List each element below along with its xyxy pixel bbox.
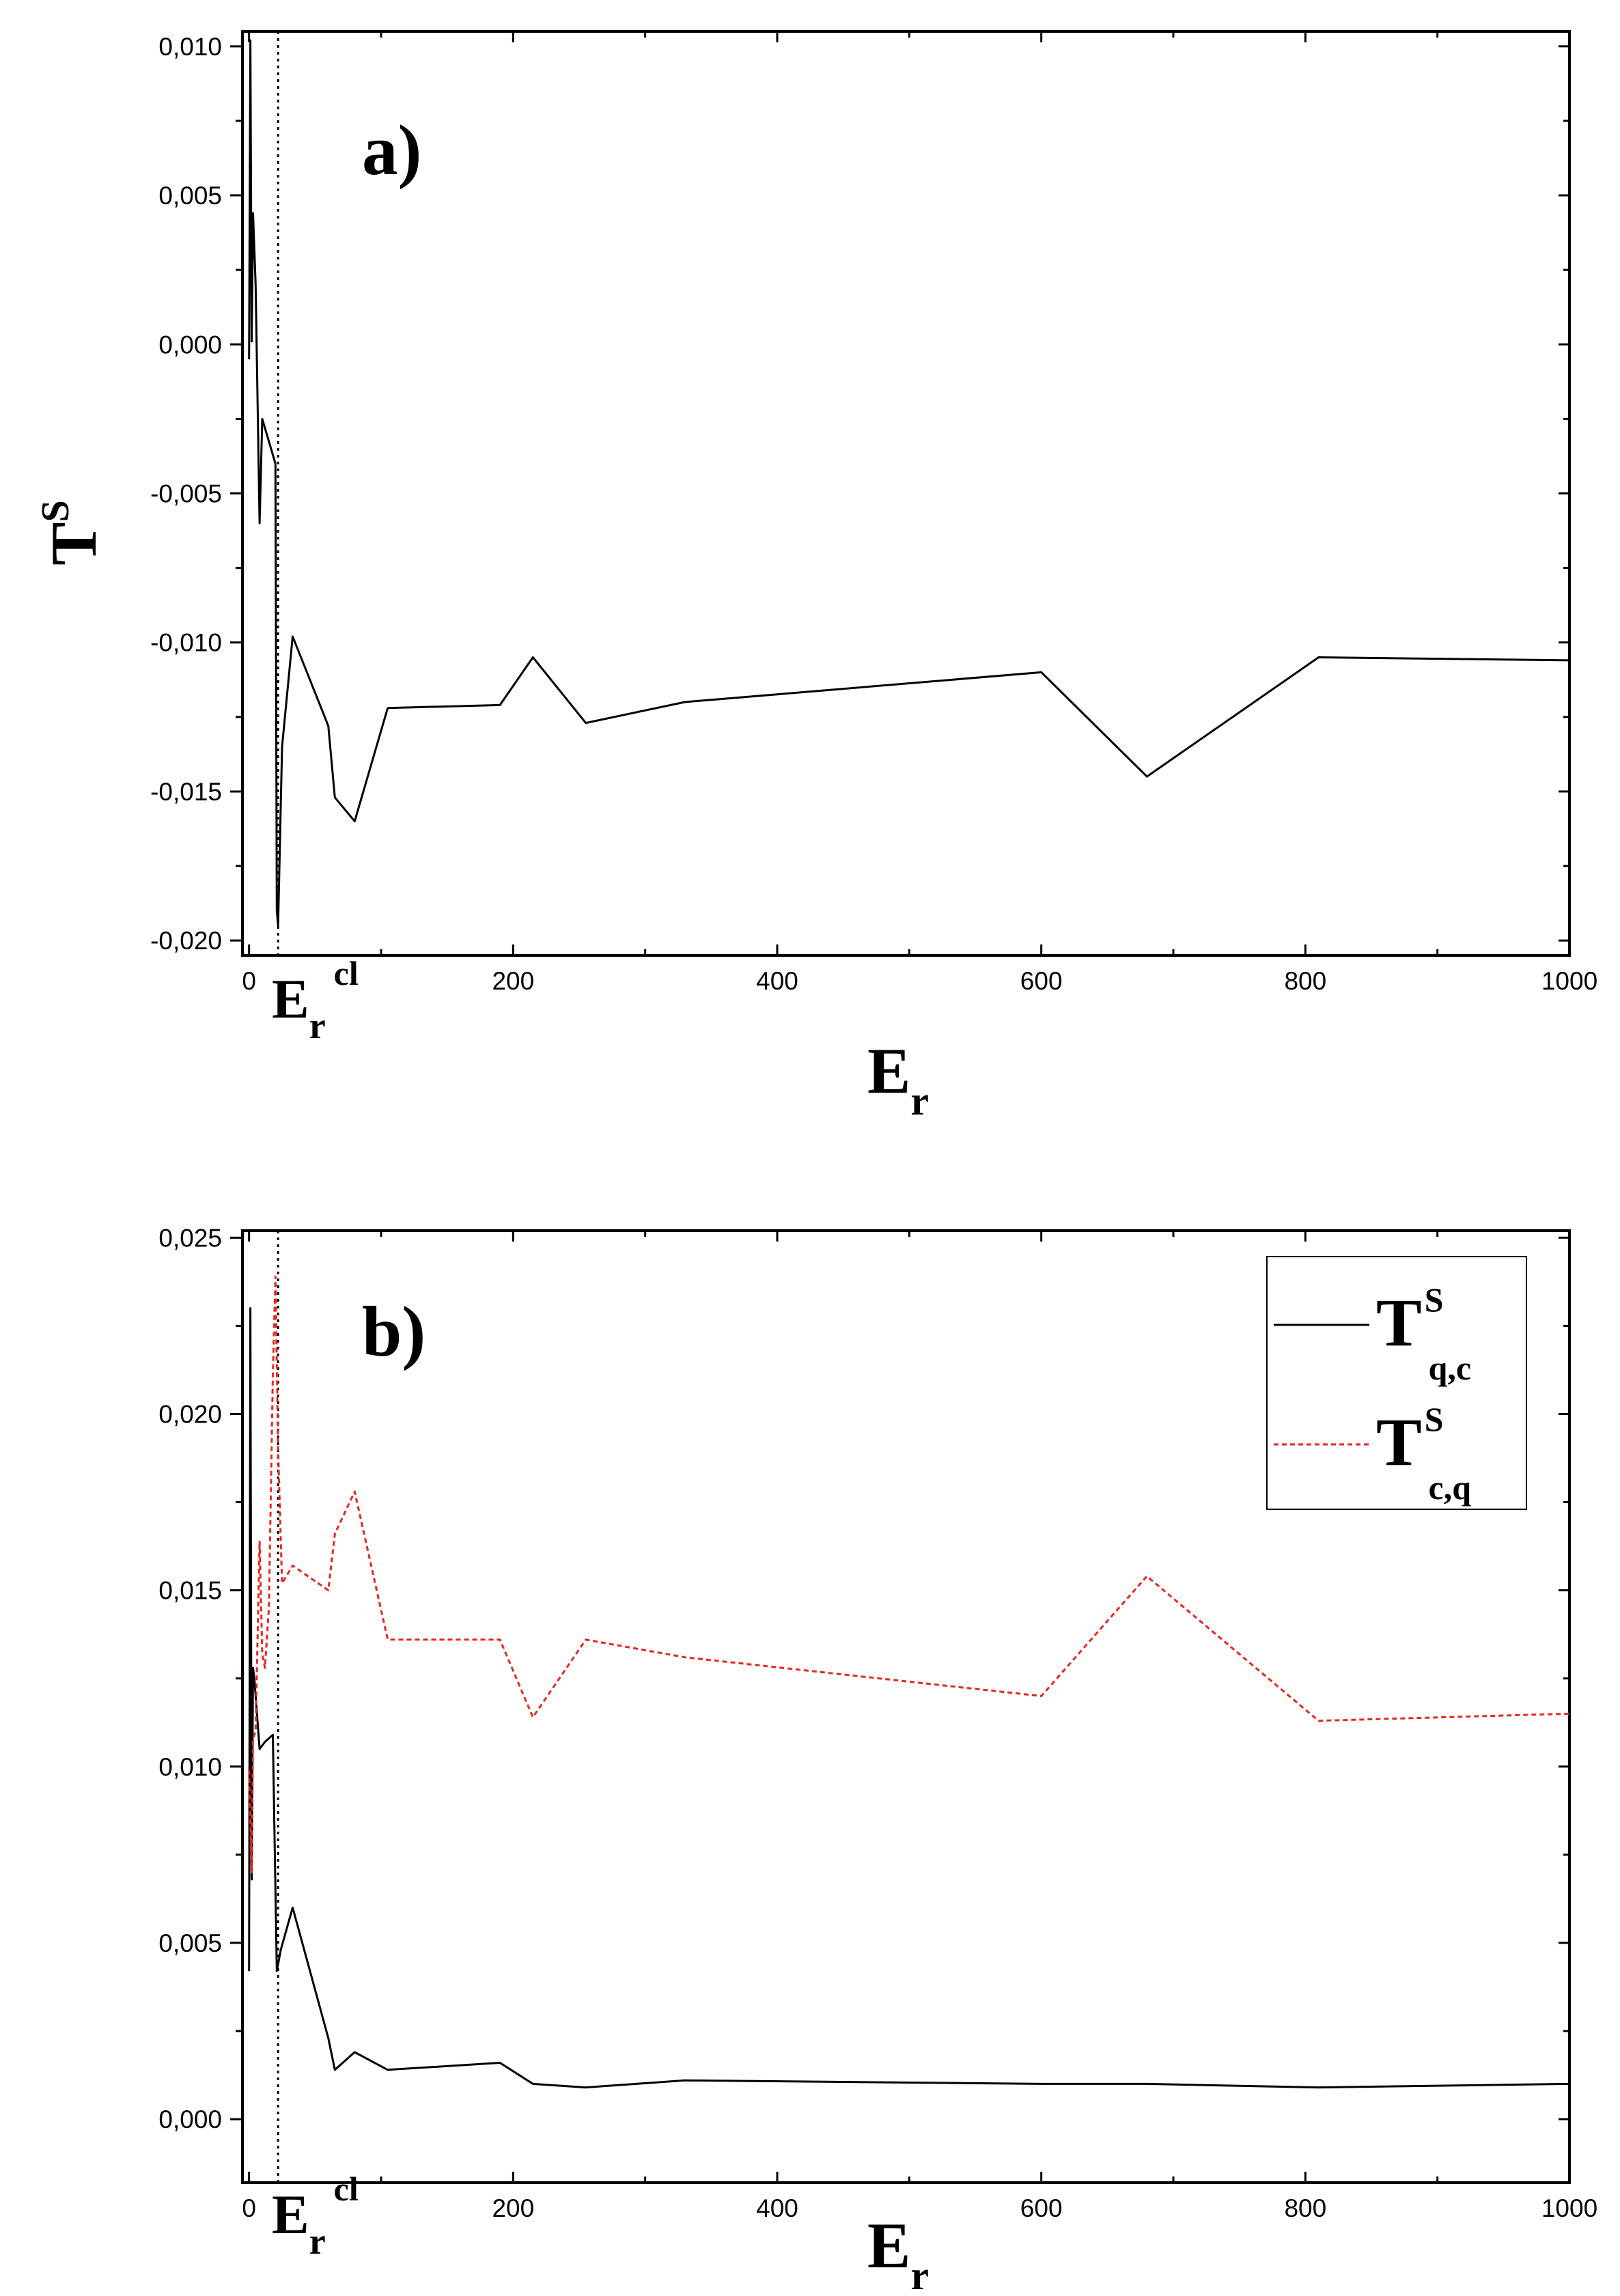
- y-tick-label: 0,000: [158, 2105, 222, 2133]
- panel-b-chart: 0 200 400 600 800 1000 0,000 0,005 0,010 0,015 0,0…: [158, 1224, 1597, 2296]
- x-tick-label: 200: [492, 967, 534, 995]
- y-tick-label: 0,005: [158, 182, 222, 210]
- panel-a-plot-frame: [241, 30, 1571, 957]
- panel-label: b): [362, 1291, 425, 1371]
- y-tick-label: 0,010: [158, 1753, 222, 1781]
- x-tick-label: 1000: [1541, 2194, 1597, 2222]
- panel-b-legend: TS q,c TS c,q: [1266, 1256, 1527, 1510]
- panel-a-chart: 0 200 400 600 800 1000 -0,020 -0,015 -0,010 -0,00…: [33, 30, 1597, 1123]
- y-tick-label: -0,010: [150, 629, 222, 657]
- panel-b-plot-frame: [241, 1229, 1571, 2184]
- y-tick-label: 0,015: [158, 1577, 222, 1605]
- y-tick-label: 0,025: [158, 1224, 222, 1252]
- x-tick-label: 200: [492, 2194, 534, 2222]
- x-axis-title-text: Er: [867, 1035, 929, 1123]
- y-tick-label: 0,000: [158, 331, 222, 359]
- y-tick-label: -0,005: [150, 480, 222, 508]
- legend-entry-1: TS q,c: [1376, 1280, 1471, 1387]
- x-tick-label: 800: [1284, 2194, 1326, 2222]
- x-axis-title-text: Er: [867, 2209, 929, 2296]
- y-tick-label: -0,015: [150, 778, 222, 806]
- panel-a-labels: a) TS Er Ercl: [33, 110, 929, 1123]
- legend-box: [1266, 1256, 1527, 1510]
- y-axis-title-text: TS: [33, 500, 110, 565]
- x-tick-label: 0: [242, 2194, 256, 2222]
- series-line-1: [248, 39, 1570, 927]
- x-tick-label: 600: [1020, 2194, 1063, 2222]
- panel-b-labels: b) Er Ercl: [272, 1291, 929, 2296]
- x-tick-label: 400: [756, 967, 798, 995]
- x-axis-title: Er: [867, 1035, 929, 1123]
- y-tick-label: 0,020: [158, 1400, 222, 1428]
- panel-label: a): [362, 110, 421, 190]
- x-tick-label: 800: [1284, 967, 1326, 995]
- y-tick-label: 0,005: [158, 1929, 222, 1957]
- critical-energy-label-text: Ercl: [272, 954, 359, 1046]
- panel-a-series: [248, 31, 1570, 955]
- series-line-2: [248, 1275, 1570, 1874]
- series-line-1: [248, 1307, 1570, 2089]
- y-tick-label: -0,020: [150, 927, 222, 955]
- legend-entry-2: TS c,q: [1376, 1400, 1471, 1507]
- panel-b-series: [248, 1231, 1570, 2183]
- x-tick-label: 400: [756, 2194, 798, 2222]
- x-tick-label: 600: [1020, 967, 1063, 995]
- x-axis-title: Er: [867, 2209, 929, 2296]
- panel-b-ticks: 0 200 400 600 800 1000 0,000 0,005 0,010 0,015 0,0…: [158, 1224, 1597, 2222]
- x-tick-label: 1000: [1541, 967, 1597, 995]
- critical-energy-label: Ercl: [272, 2170, 359, 2262]
- critical-energy-label-text: Ercl: [272, 2170, 359, 2262]
- panel-a-ticks: 0 200 400 600 800 1000 -0,020 -0,015 -0,010 -0,00…: [150, 31, 1597, 995]
- critical-energy-label: Ercl: [272, 954, 359, 1046]
- x-tick-label: 0: [242, 967, 256, 995]
- y-axis-title: TS: [33, 500, 110, 565]
- y-tick-label: 0,010: [158, 33, 222, 61]
